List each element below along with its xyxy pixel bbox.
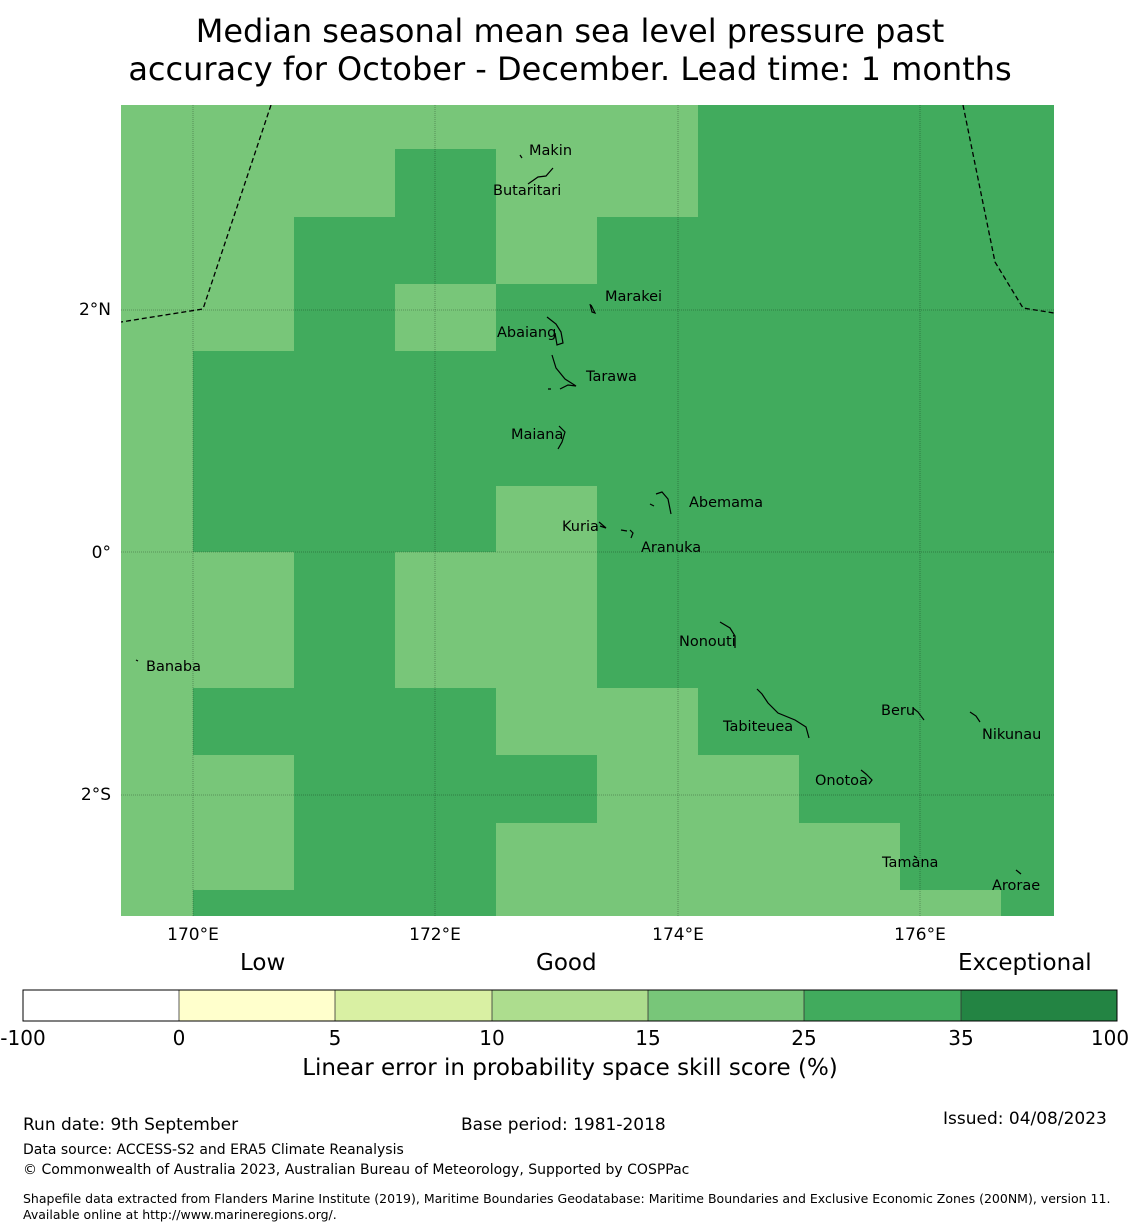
label-abaiang: Abaiang [497,325,556,341]
colorbar-tick: 35 [948,1026,974,1050]
colorbar-bin-5 [648,990,804,1021]
label-marakei: Marakei [605,289,662,305]
coast-butaritari [527,167,554,185]
grid-cell [395,149,496,217]
colorbar-frame [22,989,1118,1022]
grid-cell [294,823,496,890]
colorbar [22,989,1118,1022]
colorbar-tick: 5 [328,1026,342,1050]
coast-marakei [589,303,597,315]
lon-tick-170e: 170°E [167,925,219,945]
label-beru: Beru [881,703,915,719]
colorbar-title: Linear error in probability space skill … [302,1055,838,1081]
coast-makin [519,154,523,159]
grid-cell [193,890,496,916]
eez-boundary-east [962,105,1054,314]
grid-cell [597,217,1054,284]
coast-tamana [913,855,918,859]
grid-cell [900,823,1054,890]
label-abemama: Abemama [689,495,763,511]
run-date: Run date: 9th September [23,1115,239,1135]
coast-aranuka [620,529,634,539]
label-nikunau: Nikunau [982,727,1041,743]
grid-cell [294,217,496,284]
label-kuria: Kuria [562,519,599,535]
grid-cell [294,755,597,823]
label-maiana: Maiana [511,427,563,443]
lat-tick-2n: 2°N [79,300,111,320]
island-labels: Makin Butaritari Marakei Abaiang Tarawa … [146,143,1041,894]
colorbar-bin-1 [23,990,179,1021]
coast-maiana [557,425,566,450]
coast-beru [912,707,925,721]
legend-category-exceptional: Exceptional [958,950,1092,976]
colorbar-bin-7 [961,990,1117,1021]
coast-tarawa [548,354,577,390]
grid-cell [799,755,1054,823]
grid-cell [496,284,1054,351]
label-butaritari: Butaritari [493,183,561,199]
coast-abaiang [546,316,564,346]
colorbar-tick: 15 [635,1026,661,1050]
coast-tabiteuea [756,688,810,739]
coast-abemama [649,491,672,515]
copyright: © Commonwealth of Australia 2023, Austra… [23,1162,690,1178]
grid-cell [193,688,496,755]
issued-date: Issued: 04/08/2023 [943,1109,1107,1129]
label-arorae: Arorae [992,878,1040,894]
colorbar-tick: 25 [791,1026,817,1050]
coastlines [135,154,1022,875]
label-makin: Makin [529,143,572,159]
label-tamana: Tamana [881,855,938,871]
label-aranuka: Aranuka [641,540,701,556]
lat-tick-0: 0° [92,543,111,563]
gridlines [121,105,1054,916]
colorbar-tick: 100 [1090,1026,1130,1050]
grid-cell [294,284,395,351]
skill-grid [193,105,1054,916]
lon-tick-172e: 172°E [409,925,461,945]
coast-banaba [135,659,139,662]
grid-cell [193,351,1054,486]
coast-nikunau [969,711,981,723]
colorbar-bin-2 [179,990,335,1021]
grid-cell [193,486,496,552]
label-nonouti: Nonouti [679,634,736,650]
grid-cell [294,552,395,688]
colorbar-bin-4 [492,990,648,1021]
colorbar-bin-6 [804,990,961,1021]
colorbar-tick: 10 [479,1026,505,1050]
coast-nonouti [719,621,736,648]
coast-arorae [1015,869,1022,875]
grid-cell [597,552,1054,688]
data-source: Data source: ACCESS-S2 and ERA5 Climate … [23,1142,404,1158]
base-period: Base period: 1981-2018 [461,1115,666,1135]
legend-category-low: Low [240,950,286,976]
grid-cell [698,688,1054,755]
label-tabiteuea: Tabiteuea [722,719,793,735]
lon-tick-176e: 176°E [894,925,946,945]
legend-category-good: Good [536,950,597,976]
shapefile-credit: Shapefile data extracted from Flanders M… [23,1191,1111,1222]
lat-tick-2s: 2°S [81,785,111,805]
grid-cell [597,486,1054,552]
colorbar-tick: 0 [172,1026,186,1050]
chart-title: Median seasonal mean sea level pressure … [0,12,1140,88]
lon-tick-174e: 174°E [652,925,704,945]
label-banaba: Banaba [146,659,201,675]
coast-onotoa [860,769,873,785]
coast-kuria [598,521,607,529]
grid-cell [1001,890,1054,916]
eez-boundaries [121,105,1054,323]
colorbar-dividers [178,990,962,1021]
colorbar-bin-3 [335,990,492,1021]
axis-labels: 170°E 172°E 174°E 176°E 2°N 0° 2°S [79,300,946,945]
colorbar-tick: -100 [0,1026,46,1050]
grid-cell [698,105,1054,217]
label-tarawa: Tarawa [585,369,637,385]
title-line-2: accuracy for October - December. Lead ti… [128,50,1012,88]
title-line-1: Median seasonal mean sea level pressure … [195,12,945,50]
label-onotoa: Onotoa [815,773,868,789]
